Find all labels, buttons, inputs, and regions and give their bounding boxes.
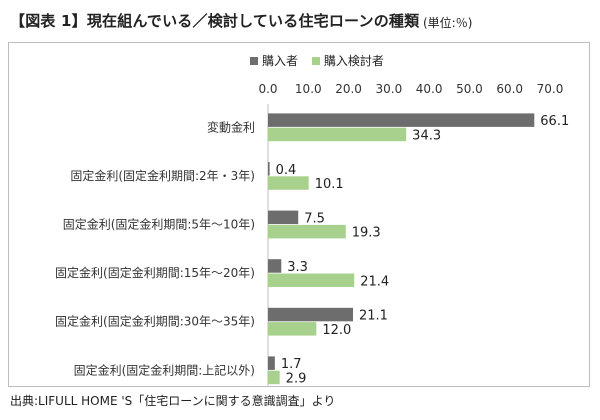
data-label-prospect: 12.0 [322, 323, 351, 338]
source-note: 出典:LIFULL HOME 'S「住宅ローンに関する意識調査」より [10, 394, 336, 408]
data-label-buyer: 21.1 [359, 309, 388, 324]
chart-frame [8, 42, 590, 387]
legend-swatch-prospect [311, 56, 320, 65]
x-tick-label: 60.0 [496, 82, 523, 96]
data-label-buyer: 0.4 [276, 163, 297, 178]
category-label: 固定金利(固定金利期間:2年・3年) [70, 168, 255, 183]
x-tick-label: 10.0 [295, 82, 322, 96]
bar-buyer [268, 356, 275, 370]
legend-swatch-buyer [250, 56, 258, 65]
unit-label: (単位:％) [423, 16, 473, 30]
data-label-prospect: 2.9 [286, 371, 307, 386]
data-label-prospect: 34.3 [412, 128, 441, 143]
category-label: 固定金利(固定金利期間:5年〜10年) [63, 217, 255, 232]
category-label: 固定金利(固定金利期間:30年〜35年) [55, 314, 255, 329]
legend-label-prospect: 購入検討者 [323, 54, 384, 68]
bar-prospect [268, 370, 280, 385]
bar-prospect [268, 273, 355, 287]
chart-title: 【図表 1】現在組んでいる／検討している住宅ローンの種類 [10, 12, 420, 30]
bar-buyer [268, 210, 299, 225]
bar-prospect [268, 322, 317, 336]
x-tick-label: 0.0 [258, 82, 277, 96]
chart-legend: 購入者 購入検討者 [250, 52, 394, 68]
data-label-prospect: 19.3 [352, 226, 381, 241]
x-tick-label: 40.0 [416, 82, 443, 96]
data-label-prospect: 10.1 [315, 177, 344, 192]
bar-prospect [268, 224, 346, 239]
category-label: 変動金利 [207, 119, 255, 134]
bar-prospect [268, 176, 309, 190]
x-tick-label: 50.0 [456, 82, 483, 96]
category-label: 固定金利(固定金利期間:15年〜20年) [55, 265, 255, 280]
legend-item-buyer: 購入者 [250, 52, 298, 69]
bar-buyer [268, 259, 282, 273]
x-tick-label: 30.0 [375, 82, 402, 96]
data-label-buyer: 7.5 [304, 211, 325, 226]
legend-label-buyer: 購入者 [262, 54, 299, 68]
data-label-buyer: 3.3 [287, 260, 308, 275]
bar-buyer [268, 113, 535, 127]
bar-buyer [268, 162, 270, 176]
data-label-buyer: 1.7 [281, 357, 302, 372]
bar-prospect [268, 127, 407, 142]
data-label-prospect: 21.4 [360, 274, 389, 289]
category-label: 固定金利(固定金利期間:上記以外) [74, 362, 255, 377]
bar-buyer [268, 307, 354, 322]
x-tick-label: 70.0 [537, 82, 564, 96]
legend-item-prospect: 購入検討者 [311, 52, 384, 69]
data-label-buyer: 66.1 [540, 114, 569, 129]
x-tick-label: 20.0 [335, 82, 362, 96]
